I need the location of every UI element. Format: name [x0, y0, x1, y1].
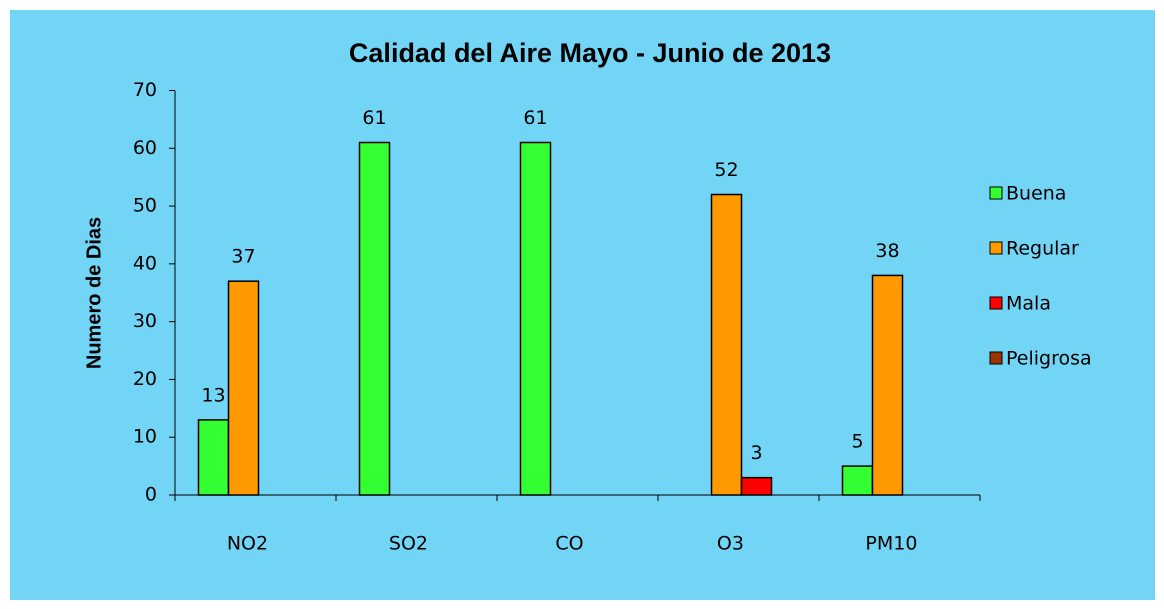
- data-label: 52: [714, 159, 738, 181]
- legend-swatch: [989, 351, 1003, 365]
- y-tick-label: 0: [145, 484, 157, 506]
- y-axis-label: Numero de Dias: [83, 217, 105, 369]
- legend-swatch: [989, 186, 1003, 200]
- bar: [519, 141, 552, 496]
- bar: [841, 465, 874, 496]
- chart-background: [10, 10, 1155, 600]
- x-tick-label: NO2: [227, 533, 268, 555]
- x-tick-label: O3: [717, 533, 744, 555]
- y-tick-label: 20: [133, 368, 157, 390]
- x-tick-label: PM10: [865, 533, 917, 555]
- legend-swatch: [989, 296, 1003, 310]
- data-label: 37: [231, 246, 255, 268]
- y-tick-label: 40: [133, 252, 157, 274]
- data-label: 13: [201, 384, 225, 406]
- y-tick-label: 10: [133, 426, 157, 448]
- data-label: 3: [750, 442, 762, 464]
- y-tick-label: 60: [133, 137, 157, 159]
- bar: [358, 141, 391, 496]
- data-label: 61: [523, 107, 547, 129]
- x-tick-label: SO2: [389, 533, 428, 555]
- data-label: 5: [851, 431, 863, 453]
- legend-label: Buena: [1006, 183, 1066, 205]
- legend-swatch: [989, 241, 1003, 255]
- y-tick-label: 70: [133, 79, 157, 101]
- y-tick-label: 50: [133, 195, 157, 217]
- bar: [740, 476, 773, 496]
- legend-label: Mala: [1006, 293, 1051, 315]
- x-tick-label: CO: [555, 533, 583, 555]
- bar: [197, 419, 230, 496]
- y-tick-label: 30: [133, 310, 157, 332]
- legend-label: Peligrosa: [1006, 348, 1092, 370]
- data-label: 61: [362, 107, 386, 129]
- bar: [227, 280, 260, 496]
- bar: [871, 274, 904, 496]
- data-label: 38: [875, 240, 899, 262]
- bar: [710, 193, 743, 496]
- legend-label: Regular: [1006, 238, 1079, 260]
- chart-title: Calidad del Aire Mayo - Junio de 2013: [349, 38, 831, 68]
